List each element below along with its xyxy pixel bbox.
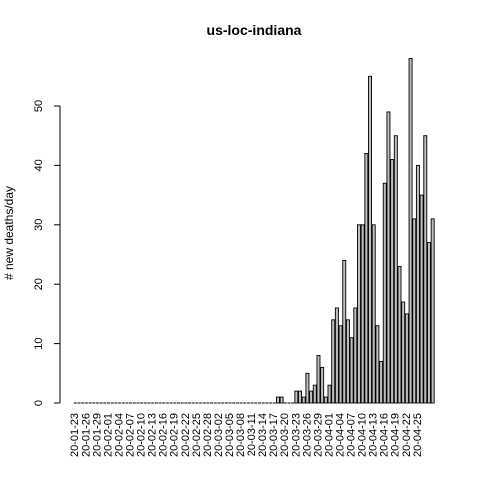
x-tick-label: 20-03-08 bbox=[235, 413, 247, 457]
bar bbox=[331, 319, 336, 404]
x-tick-label: 20-02-13 bbox=[147, 413, 159, 457]
x-tick-label: 20-03-29 bbox=[312, 413, 324, 457]
bar bbox=[279, 396, 284, 404]
x-tick-label: 20-03-26 bbox=[301, 413, 313, 457]
bar bbox=[379, 360, 384, 404]
bar bbox=[309, 390, 314, 404]
bar bbox=[427, 242, 431, 404]
bar bbox=[320, 366, 325, 404]
y-tick-label: 20 bbox=[33, 278, 45, 290]
x-tick-label: 20-04-19 bbox=[390, 413, 402, 457]
y-axis-label: # new deaths/day bbox=[2, 186, 16, 280]
x-tick-label: 20-02-01 bbox=[102, 413, 114, 457]
x-tick-label: 20-04-07 bbox=[346, 413, 358, 457]
bar bbox=[275, 396, 280, 404]
y-tick-label: 30 bbox=[33, 219, 45, 231]
y-tick-label: 50 bbox=[33, 100, 45, 112]
bar bbox=[393, 135, 398, 404]
x-tick-label: 20-04-16 bbox=[379, 413, 391, 457]
chart-title: us-loc-indiana bbox=[207, 22, 302, 38]
bar bbox=[390, 159, 395, 404]
bar bbox=[353, 307, 358, 404]
x-tick-label: 20-04-22 bbox=[401, 413, 413, 457]
x-tick-label: 20-04-10 bbox=[357, 413, 369, 457]
bar bbox=[349, 337, 354, 404]
bar bbox=[382, 182, 387, 404]
y-tick-label: 0 bbox=[33, 400, 45, 406]
x-tick-label: 20-02-19 bbox=[169, 413, 181, 457]
bar bbox=[357, 224, 361, 404]
bar bbox=[430, 218, 435, 404]
bar bbox=[360, 224, 365, 404]
bar bbox=[371, 224, 376, 404]
bar bbox=[334, 307, 339, 404]
x-tick-label: 20-02-22 bbox=[180, 413, 192, 457]
bar bbox=[301, 396, 306, 404]
x-tick-label: 20-03-23 bbox=[290, 413, 302, 457]
bar bbox=[312, 384, 317, 404]
x-tick-label: 20-02-16 bbox=[158, 413, 170, 457]
bars-group bbox=[73, 58, 435, 404]
bar bbox=[316, 355, 321, 404]
bar bbox=[327, 384, 332, 404]
x-tick-label: 20-03-11 bbox=[246, 413, 258, 456]
x-tick-label: 20-02-10 bbox=[136, 413, 148, 457]
x-tick-label: 20-01-23 bbox=[69, 413, 81, 457]
bar bbox=[415, 164, 420, 404]
x-tick-label: 20-02-04 bbox=[113, 413, 125, 457]
x-tick-label: 20-02-25 bbox=[191, 413, 203, 457]
x-tick-label: 20-04-13 bbox=[368, 413, 380, 457]
x-tick-label: 20-03-02 bbox=[213, 413, 225, 457]
x-tick-label: 20-01-26 bbox=[80, 413, 92, 457]
y-tick-label: 40 bbox=[33, 159, 45, 171]
x-tick-label: 20-01-29 bbox=[91, 413, 103, 457]
x-tick-label: 20-02-28 bbox=[202, 413, 214, 457]
bar bbox=[404, 313, 409, 404]
bar bbox=[423, 135, 428, 404]
bar bbox=[342, 259, 347, 404]
bar bbox=[412, 218, 417, 404]
bar bbox=[408, 58, 413, 404]
bar bbox=[294, 390, 299, 404]
x-tick-label: 20-03-20 bbox=[279, 413, 291, 457]
bar bbox=[368, 75, 372, 404]
x-tick-label: 20-04-25 bbox=[412, 413, 424, 457]
y-tick-label: 10 bbox=[33, 337, 45, 349]
x-tick-label: 20-03-14 bbox=[257, 413, 269, 457]
bar bbox=[364, 153, 369, 404]
bar bbox=[305, 372, 310, 404]
bar bbox=[298, 390, 303, 404]
x-axis: 20-01-23 20-01-26 20-01-29 20-02-01 20-02-04… bbox=[69, 413, 424, 457]
bar bbox=[345, 319, 350, 404]
bar bbox=[419, 194, 424, 404]
y-axis: 0 10 20 30 40 50 bbox=[33, 100, 61, 406]
x-tick-label: 20-03-17 bbox=[268, 413, 280, 457]
bar bbox=[338, 325, 343, 404]
bar bbox=[401, 301, 406, 404]
bar bbox=[375, 325, 380, 404]
bar bbox=[386, 111, 391, 404]
bar bbox=[397, 265, 402, 404]
bar bbox=[323, 396, 328, 404]
x-tick-label: 20-04-04 bbox=[334, 413, 346, 457]
x-tick-label: 20-02-07 bbox=[125, 413, 137, 457]
x-tick-label: 20-03-05 bbox=[224, 413, 236, 457]
x-tick-label: 20-04-01 bbox=[323, 413, 335, 457]
